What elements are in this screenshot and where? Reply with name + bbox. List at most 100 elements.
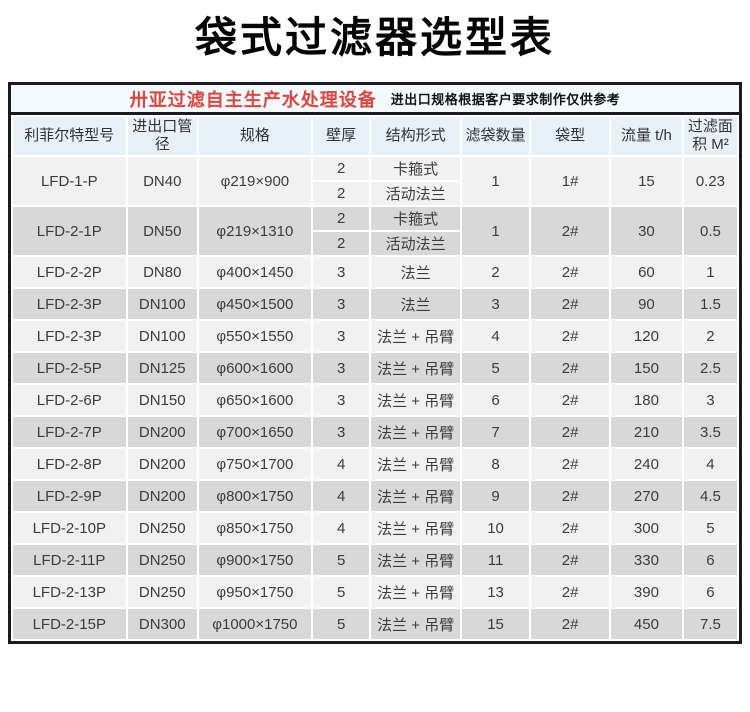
cell-spec: φ450×1500 [198, 289, 311, 320]
cell-structure-type: 法兰 + 吊臂 [371, 417, 460, 448]
cell-flow-rate: 240 [611, 449, 682, 480]
banner-note-text: 进出口规格根据客户要求制作仅供参考 [390, 92, 621, 108]
cell-filter-area: 4.5 [683, 481, 737, 512]
cell-flow-rate: 15 [611, 157, 682, 206]
cell-structure-type: 法兰 + 吊臂 [371, 321, 460, 352]
cell-structure-type: 法兰 + 吊臂 [371, 577, 460, 608]
cell-flow-rate: 450 [611, 609, 682, 640]
table-row: LFD-2-3P DN100 φ450×1500 3 法兰 3 2# 90 1.5 [13, 289, 737, 320]
cell-pipe-diameter: DN125 [127, 353, 197, 384]
cell-flow-rate: 120 [611, 321, 682, 352]
cell-bag-count: 1 [461, 157, 530, 206]
table-row: LFD-2-7P DN200 φ700×1650 3 法兰 + 吊臂 7 2# 210 3.5 [13, 417, 737, 448]
cell-pipe-diameter: DN80 [127, 257, 197, 288]
table-row: LFD-2-11P DN250 φ900×1750 5 法兰 + 吊臂 11 2# 330 6 [13, 545, 737, 576]
cell-structure-type: 卡箍式 [371, 207, 460, 231]
cell-pipe-diameter: DN250 [127, 513, 197, 544]
cell-filter-area: 6 [683, 545, 737, 576]
table-subrow: 2 活动法兰 [13, 182, 737, 206]
table-header: 利菲尔特型号 进出口管径 规格 壁厚 结构形式 滤袋数量 袋型 流量 t/h 过滤面积 M² [13, 117, 737, 156]
cell-pipe-diameter: DN250 [127, 545, 197, 576]
cell-wall-thickness: 3 [312, 417, 370, 448]
cell-spec: φ1000×1750 [198, 609, 311, 640]
cell-bag-count: 1 [461, 207, 530, 256]
cell-pipe-diameter: DN50 [127, 207, 197, 256]
cell-bag-count: 9 [461, 481, 530, 512]
cell-model: LFD-2-10P [13, 513, 126, 544]
cell-bag-count: 4 [461, 321, 530, 352]
cell-structure-type: 卡箍式 [371, 157, 460, 181]
column-header-0: 利菲尔特型号 [13, 117, 126, 156]
table-row: LFD-1-P DN40 φ219×900 2 卡箍式 1 1# 15 0.23 [13, 157, 737, 206]
cell-wall-thickness: 4 [312, 481, 370, 512]
cell-pipe-diameter: DN100 [127, 321, 197, 352]
cell-bag-count: 10 [461, 513, 530, 544]
cell-bag-type: 2# [531, 417, 610, 448]
table-header-row: 利菲尔特型号 进出口管径 规格 壁厚 结构形式 滤袋数量 袋型 流量 t/h 过滤面积 M² [13, 117, 737, 156]
cell-filter-area: 0.5 [683, 207, 737, 256]
cell-structure-type: 法兰 + 吊臂 [371, 481, 460, 512]
cell-bag-type: 2# [531, 481, 610, 512]
cell-wall-thickness: 2 [312, 232, 370, 256]
cell-spec: φ219×900 [198, 157, 311, 206]
cell-spec: φ600×1600 [198, 353, 311, 384]
cell-bag-type: 2# [531, 577, 610, 608]
cell-bag-count: 13 [461, 577, 530, 608]
cell-model: LFD-2-1P [13, 207, 126, 256]
cell-spec: φ650×1600 [198, 385, 311, 416]
cell-spec: φ700×1650 [198, 417, 311, 448]
cell-flow-rate: 150 [611, 353, 682, 384]
column-header-3: 壁厚 [312, 117, 370, 156]
cell-spec: φ219×1310 [198, 207, 311, 256]
cell-flow-rate: 330 [611, 545, 682, 576]
cell-wall-thickness: 2 [312, 182, 370, 206]
cell-model: LFD-2-2P [13, 257, 126, 288]
cell-pipe-diameter: DN150 [127, 385, 197, 416]
cell-model: LFD-2-3P [13, 289, 126, 320]
cell-spec: φ550×1550 [198, 321, 311, 352]
cell-structure-type: 活动法兰 [371, 232, 460, 256]
cell-filter-area: 5 [683, 513, 737, 544]
table-row: LFD-2-3P DN100 φ550×1550 3 法兰 + 吊臂 4 2# 120 2 [13, 321, 737, 352]
cell-bag-type: 2# [531, 545, 610, 576]
cell-pipe-diameter: DN200 [127, 417, 197, 448]
cell-structure-type: 活动法兰 [371, 182, 460, 206]
cell-bag-type: 2# [531, 207, 610, 256]
cell-bag-count: 3 [461, 289, 530, 320]
cell-flow-rate: 300 [611, 513, 682, 544]
cell-pipe-diameter: DN300 [127, 609, 197, 640]
cell-bag-type: 2# [531, 257, 610, 288]
cell-flow-rate: 180 [611, 385, 682, 416]
cell-model: LFD-2-11P [13, 545, 126, 576]
page-title: 袋式过滤器选型表 [194, 14, 555, 61]
cell-pipe-diameter: DN250 [127, 577, 197, 608]
cell-bag-type: 2# [531, 385, 610, 416]
column-header-6: 袋型 [531, 117, 610, 156]
cell-filter-area: 1 [683, 257, 737, 288]
cell-filter-area: 3.5 [683, 417, 737, 448]
table-row: LFD-2-9P DN200 φ800×1750 4 法兰 + 吊臂 9 2# 270 4.5 [13, 481, 737, 512]
cell-structure-type: 法兰 [371, 289, 460, 320]
cell-flow-rate: 60 [611, 257, 682, 288]
cell-wall-thickness: 2 [312, 157, 370, 181]
cell-pipe-diameter: DN40 [127, 157, 197, 206]
cell-structure-type: 法兰 + 吊臂 [371, 545, 460, 576]
cell-flow-rate: 210 [611, 417, 682, 448]
cell-structure-type: 法兰 + 吊臂 [371, 513, 460, 544]
cell-model: LFD-2-6P [13, 385, 126, 416]
cell-bag-count: 6 [461, 385, 530, 416]
cell-spec: φ750×1700 [198, 449, 311, 480]
cell-spec: φ800×1750 [198, 481, 311, 512]
cell-wall-thickness: 4 [312, 449, 370, 480]
banner-brand-text: 卅亚过滤自主生产水处理设备 [129, 89, 377, 110]
table-row: LFD-2-8P DN200 φ750×1700 4 法兰 + 吊臂 8 2# 240 4 [13, 449, 737, 480]
cell-bag-type: 2# [531, 513, 610, 544]
column-header-2: 规格 [198, 117, 311, 156]
cell-bag-count: 2 [461, 257, 530, 288]
cell-structure-type: 法兰 [371, 257, 460, 288]
cell-bag-count: 8 [461, 449, 530, 480]
table-row: LFD-2-2P DN80 φ400×1450 3 法兰 2 2# 60 1 [13, 257, 737, 288]
cell-flow-rate: 390 [611, 577, 682, 608]
cell-bag-type: 2# [531, 289, 610, 320]
cell-filter-area: 0.23 [683, 157, 737, 206]
